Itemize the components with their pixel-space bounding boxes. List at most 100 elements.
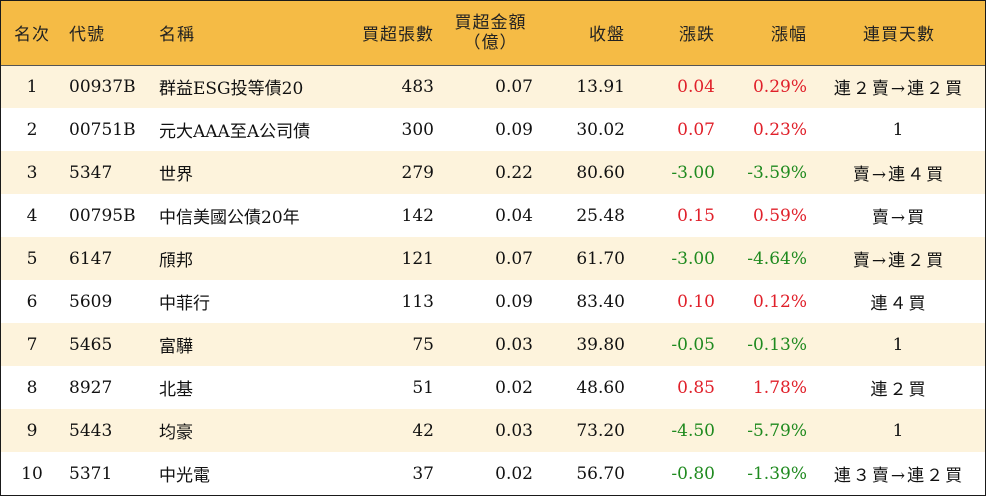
cell-net-buy-lots: 279	[401, 162, 434, 183]
cell-net-buy-amount: 0.09	[495, 291, 533, 312]
cell-net-buy-lots: 121	[401, 248, 434, 269]
cell-rank: 2	[26, 119, 38, 140]
cell-code: 00795B	[69, 205, 136, 226]
table-row: 4 00795B 中信美國公債20年 142 0.04 25.48 0.15 0.59% 賣→買	[1, 194, 985, 237]
cell-net-buy-lots: 51	[412, 377, 434, 398]
cell-change-pct: 0.23%	[752, 119, 807, 140]
cell-net-buy-amount: 0.03	[495, 334, 533, 355]
cell-change: 0.10	[677, 291, 715, 312]
cell-code: 5609	[69, 291, 113, 312]
cell-net-buy-amount: 0.03	[495, 420, 533, 441]
cell-change: 0.15	[677, 205, 715, 226]
table-row: 3 5347 世界 279 0.22 80.60 -3.00 -3.59% 賣→連４買	[1, 151, 985, 194]
cell-name: 富驊	[159, 337, 193, 357]
cell-close: 48.60	[576, 377, 625, 398]
table-body: 1 00937B 群益ESG投等債20 483 0.07 13.91 0.04 0.29% 連２…	[1, 65, 985, 495]
cell-change: -0.80	[671, 463, 715, 484]
header-net-buy-amount-line1: 買超金額	[454, 12, 527, 33]
cell-code: 5347	[69, 162, 113, 183]
cell-change: -3.00	[671, 162, 715, 183]
cell-close: 13.91	[576, 76, 625, 97]
cell-change-pct: 0.12%	[752, 291, 807, 312]
table-row: 1 00937B 群益ESG投等債20 483 0.07 13.91 0.04 0.29% 連２…	[1, 65, 985, 108]
cell-code: 00751B	[69, 119, 136, 140]
cell-rank: 5	[26, 248, 38, 269]
cell-change-pct: -1.39%	[747, 463, 807, 484]
cell-close: 30.02	[576, 119, 625, 140]
cell-close: 39.80	[576, 334, 625, 355]
cell-close: 25.48	[576, 205, 625, 226]
header-name: 名稱	[145, 1, 327, 66]
cell-consecutive-days: 1	[892, 420, 906, 441]
cell-code: 00937B	[69, 76, 136, 97]
cell-rank: 9	[26, 420, 38, 441]
cell-rank: 3	[26, 162, 38, 183]
header-change-pct: 漲幅	[719, 1, 813, 66]
cell-close: 73.20	[576, 420, 625, 441]
cell-change: 0.85	[677, 377, 715, 398]
cell-consecutive-days: 賣→連２買	[852, 251, 946, 271]
cell-rank: 7	[26, 334, 38, 355]
cell-close: 61.70	[576, 248, 625, 269]
cell-net-buy-lots: 42	[412, 420, 434, 441]
cell-change: 0.07	[677, 119, 715, 140]
cell-net-buy-lots: 483	[401, 76, 434, 97]
table-row: 10 5371 中光電 37 0.02 56.70 -0.80 -1.39% 連３賣→連２買	[1, 452, 985, 495]
table-row: 7 5465 富驊 75 0.03 39.80 -0.05 -0.13% 1	[1, 323, 985, 366]
cell-net-buy-amount: 0.07	[495, 248, 533, 269]
cell-consecutive-days: 連２買	[870, 380, 928, 400]
cell-consecutive-days: 1	[892, 119, 906, 140]
cell-rank: 1	[26, 76, 38, 97]
cell-close: 56.70	[576, 463, 625, 484]
cell-change-pct: 0.29%	[752, 76, 807, 97]
cell-consecutive-days: 賣→連４買	[852, 165, 946, 185]
cell-net-buy-amount: 0.02	[495, 463, 533, 484]
header-rank: 名次	[1, 1, 63, 66]
cell-change-pct: -3.59%	[747, 162, 807, 183]
cell-code: 8927	[69, 377, 113, 398]
cell-net-buy-amount: 0.04	[495, 205, 533, 226]
cell-net-buy-lots: 300	[401, 119, 434, 140]
table-row: 8 8927 北基 51 0.02 48.60 0.85 1.78% 連２買	[1, 366, 985, 409]
cell-code: 5371	[69, 463, 113, 484]
header-consecutive-days: 連買天數	[813, 1, 985, 66]
table-header-row: 名次 代號 名稱 買超張數 買超金額 （億） 收盤 漲跌 漲幅 連買天數	[1, 1, 985, 66]
cell-consecutive-days: 連２賣→連２買	[833, 79, 965, 100]
cell-code: 6147	[69, 248, 113, 269]
cell-change-pct: -0.13%	[747, 334, 807, 355]
cell-code: 5465	[69, 334, 113, 355]
header-close: 收盤	[533, 1, 625, 66]
cell-change-pct: 1.78%	[752, 377, 807, 398]
cell-net-buy-amount: 0.09	[495, 119, 533, 140]
cell-rank: 10	[21, 463, 43, 484]
cell-close: 80.60	[576, 162, 625, 183]
cell-name: 元大AAA至A公司債	[159, 122, 311, 142]
header-net-buy-amount: 買超金額 （億）	[434, 1, 533, 66]
table-row: 9 5443 均豪 42 0.03 73.20 -4.50 -5.79% 1	[1, 409, 985, 452]
cell-change-pct: -4.64%	[747, 248, 807, 269]
cell-net-buy-lots: 75	[412, 334, 434, 355]
cell-name: 中光電	[159, 466, 210, 486]
cell-change: -0.05	[671, 334, 715, 355]
table-row: 5 6147 頎邦 121 0.07 61.70 -3.00 -4.64% 賣→連２買	[1, 237, 985, 280]
cell-change: -4.50	[671, 420, 715, 441]
cell-consecutive-days: 連４買	[870, 294, 928, 314]
cell-change: 0.04	[677, 76, 715, 97]
cell-rank: 8	[26, 377, 38, 398]
cell-close: 83.40	[576, 291, 625, 312]
header-net-buy-lots: 買超張數	[327, 1, 434, 66]
cell-name: 中菲行	[159, 294, 210, 314]
cell-net-buy-amount: 0.07	[495, 76, 533, 97]
table-row: 2 00751B 元大AAA至A公司債 300 0.09 30.02 0.07 0.23% 1	[1, 108, 985, 151]
cell-rank: 6	[26, 291, 38, 312]
cell-change-pct: -5.79%	[747, 420, 807, 441]
table-row: 6 5609 中菲行 113 0.09 83.40 0.10 0.12% 連４買	[1, 280, 985, 323]
cell-name: 北基	[159, 380, 193, 400]
cell-name: 世界	[159, 165, 193, 185]
cell-consecutive-days: 1	[892, 334, 906, 355]
cell-rank: 4	[26, 205, 38, 226]
cell-code: 5443	[69, 420, 113, 441]
cell-name: 群益ESG投等債20	[159, 79, 304, 100]
